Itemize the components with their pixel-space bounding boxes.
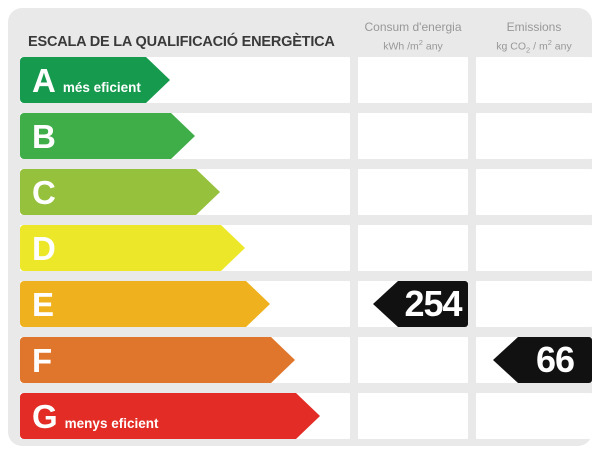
rating-letter: C — [32, 174, 56, 211]
scale-band-cell-b: B — [20, 113, 350, 159]
arrow-body: B — [20, 113, 171, 159]
arrow-tip-icon — [296, 393, 320, 439]
emissions-value-badge: 66 — [493, 337, 592, 383]
unit-text: / m — [530, 40, 548, 53]
rating-arrow-b: B — [20, 113, 195, 159]
emissions-cell-e — [476, 281, 592, 327]
rating-arrow-c: C — [20, 169, 220, 215]
consum-cell-b — [358, 113, 468, 159]
energy-row-c: C — [20, 169, 592, 215]
rating-arrow-f: F — [20, 337, 295, 383]
rating-letter: F — [32, 342, 53, 379]
consum-cell-c — [358, 169, 468, 215]
energy-row-f: F 66 — [20, 337, 592, 383]
unit-sup: 2 — [547, 38, 552, 47]
rating-note: menys eficient — [64, 416, 159, 431]
energy-row-d: D — [20, 225, 592, 271]
badge-box: 66 — [518, 337, 592, 383]
arrow-body: F — [20, 337, 271, 383]
emissions-cell-c — [476, 169, 592, 215]
unit-sup: 2 — [418, 38, 423, 47]
rating-letter: G — [32, 398, 58, 435]
energy-row-e: E 254 — [20, 281, 592, 327]
unit-text: kg CO — [496, 40, 527, 53]
consum-value: 254 — [404, 283, 462, 324]
column-header-consum: Consum d'energia kWh /m2 any — [358, 8, 468, 57]
scale-band-cell-d: D — [20, 225, 350, 271]
rating-letter: E — [32, 286, 55, 323]
badge-box: 254 — [398, 281, 468, 327]
consum-cell-g — [358, 393, 468, 439]
scale-band-cell-e: E — [20, 281, 350, 327]
arrow-tip-icon — [196, 169, 220, 215]
rating-arrow-d: D — [20, 225, 245, 271]
arrow-tip-icon — [171, 113, 195, 159]
header-row: ESCALA DE LA QUALIFICACIÓ ENERGÈTICA Con… — [20, 8, 592, 57]
badge-arrow-tip-icon — [373, 281, 398, 327]
emissions-column-unit: kg CO2 / m2 any — [476, 37, 592, 57]
arrow-tip-icon — [146, 57, 170, 103]
page-title: ESCALA DE LA QUALIFICACIÓ ENERGÈTICA — [28, 34, 335, 50]
consum-cell-a — [358, 57, 468, 103]
unit-text: kWh /m — [383, 40, 419, 53]
consum-cell-d — [358, 225, 468, 271]
column-header-emissions: Emissions kg CO2 / m2 any — [476, 8, 592, 57]
emissions-cell-d — [476, 225, 592, 271]
rating-letter: B — [32, 118, 56, 155]
emissions-cell-b — [476, 113, 592, 159]
emissions-column-title: Emissions — [506, 20, 562, 34]
consum-value-badge: 254 — [373, 281, 468, 327]
emissions-cell-a — [476, 57, 592, 103]
consum-cell-f — [358, 337, 468, 383]
rating-arrow-e: E — [20, 281, 270, 327]
badge-arrow-tip-icon — [493, 337, 518, 383]
unit-sub: 2 — [526, 45, 531, 55]
unit-text: any — [422, 40, 443, 53]
consum-column-title: Consum d'energia — [364, 20, 462, 34]
unit-text: any — [551, 40, 572, 53]
energy-row-b: B — [20, 113, 592, 159]
scale-band-cell-c: C — [20, 169, 350, 215]
title-wrap: ESCALA DE LA QUALIFICACIÓ ENERGÈTICA — [20, 8, 350, 57]
emissions-value: 66 — [535, 339, 575, 380]
emissions-cell-f: 66 — [476, 337, 592, 383]
consum-cell-e: 254 — [358, 281, 468, 327]
rating-letter: A — [32, 62, 56, 99]
arrow-body: D — [20, 225, 221, 271]
scale-band-cell-f: F — [20, 337, 350, 383]
arrow-body: C — [20, 169, 196, 215]
rating-note: més eficient — [62, 80, 141, 95]
energy-certificate-panel: ESCALA DE LA QUALIFICACIÓ ENERGÈTICA Con… — [8, 8, 592, 446]
rating-letter: D — [32, 230, 56, 267]
emissions-cell-g — [476, 393, 592, 439]
arrow-tip-icon — [221, 225, 245, 271]
arrow-tip-icon — [271, 337, 295, 383]
consum-column-unit: kWh /m2 any — [358, 37, 468, 53]
arrow-tip-icon — [246, 281, 270, 327]
arrow-body: E — [20, 281, 246, 327]
